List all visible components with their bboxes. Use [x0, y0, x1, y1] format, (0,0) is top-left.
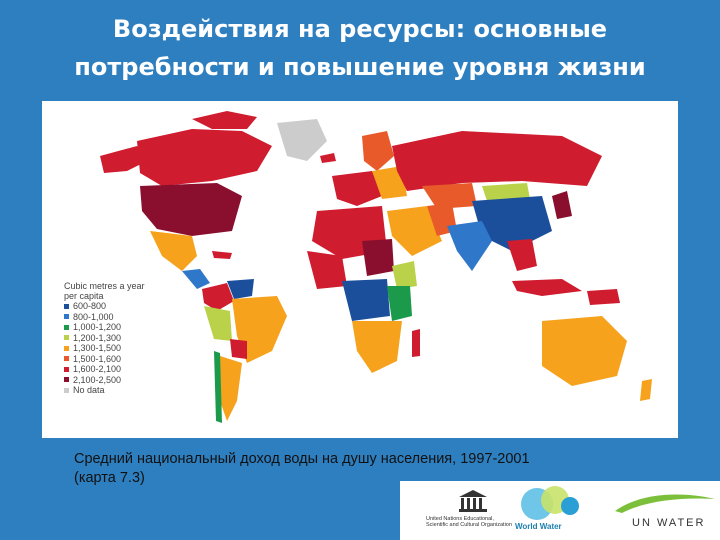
slide-title-line-2: потребности и повышение уровня жизни	[74, 53, 646, 81]
region-india	[447, 221, 492, 271]
region-mexico	[150, 231, 197, 271]
region-mongolia	[482, 183, 530, 201]
caption-line-2: (карта 7.3)	[74, 470, 145, 486]
map-legend: Cubic metres a year per capita 600-800 80…	[64, 281, 184, 396]
region-canada	[137, 129, 272, 186]
legend-label: 2,100-2,500	[73, 374, 122, 385]
legend-swatch	[64, 324, 69, 330]
region-australia	[542, 316, 627, 386]
region-scandinavia	[362, 131, 394, 171]
legend-swatch	[64, 377, 69, 383]
region-middle-east	[387, 206, 442, 256]
legend-swatch	[64, 366, 69, 372]
legend-swatch	[64, 303, 69, 309]
region-central-america	[182, 269, 210, 289]
legend-label: 1,600-2,100	[73, 364, 122, 374]
world-water-logo: World Water	[515, 484, 595, 538]
legend-label: 1,200-1,300	[73, 332, 122, 343]
region-china	[472, 196, 552, 251]
region-russia	[392, 131, 602, 191]
region-iceland	[320, 153, 336, 163]
legend-item: 800-1,000	[64, 312, 184, 323]
legend-swatch	[64, 335, 69, 341]
legend-label: 600-800	[73, 301, 107, 311]
legend-swatch	[64, 387, 69, 393]
region-canada-arctic	[192, 111, 257, 129]
unesco-temple-icon	[459, 490, 487, 512]
legend-item: 1,000-1,200	[64, 322, 184, 333]
region-colombia	[202, 283, 234, 311]
region-indonesia	[512, 279, 582, 296]
region-ethiopia	[392, 261, 417, 289]
legend-items: 600-800 800-1,000 1,000-1,200 1,200-1,300 1,…	[64, 301, 184, 396]
region-alaska	[100, 146, 147, 173]
region-west-africa	[307, 251, 347, 289]
region-chile	[214, 351, 222, 423]
legend-swatch	[64, 314, 69, 320]
region-caribbean	[212, 251, 232, 259]
unesco-line-2: Scientific and Cultural Organization	[426, 522, 512, 528]
legend-item: 1,500-1,600	[64, 354, 184, 365]
unesco-line-1: United Nations Educational,	[426, 516, 494, 522]
region-new-zealand	[640, 379, 652, 401]
un-water-logo: UN WATER	[610, 491, 720, 535]
caption-line-1: Средний национальный доход воды на душу …	[74, 451, 530, 467]
region-korea-japan	[552, 191, 572, 219]
unesco-logo: United Nations Educational, Scientific a…	[408, 487, 512, 537]
map-caption: Средний национальный доход воды на душу …	[74, 450, 674, 488]
legend-item: 1,200-1,300	[64, 333, 184, 344]
region-greenland	[277, 119, 327, 161]
legend-item: 1,300-1,500	[64, 343, 184, 354]
region-peru	[204, 306, 232, 341]
legend-label: 1,500-1,600	[73, 353, 122, 364]
un-water-swoosh-icon	[615, 494, 715, 513]
world-map	[100, 111, 652, 423]
region-bolivia	[230, 339, 247, 359]
slide-title: Воздействия на ресурсы: основные потребн…	[30, 10, 690, 86]
region-southern-africa	[352, 321, 402, 373]
un-water-label: UN WATER	[632, 517, 706, 529]
region-kazakhstan	[422, 183, 477, 209]
world-water-bubbles-icon	[521, 486, 579, 520]
legend-label: 800-1,000	[73, 311, 114, 322]
legend-swatch	[64, 356, 69, 362]
region-sudan	[362, 239, 394, 276]
region-usa	[140, 183, 242, 236]
region-eastern-europe	[372, 166, 407, 199]
legend-label: No data	[73, 385, 105, 395]
world-water-label: World Water	[515, 522, 562, 531]
legend-label: 1,000-1,200	[73, 322, 122, 332]
region-east-africa	[387, 286, 412, 321]
region-madagascar	[412, 329, 420, 357]
region-western-europe	[332, 171, 382, 206]
legend-label: 1,300-1,500	[73, 343, 122, 353]
legend-title-line-2: per capita	[64, 291, 104, 301]
legend-swatch	[64, 345, 69, 351]
legend-item: 2,100-2,500	[64, 375, 184, 386]
legend-item: No data	[64, 385, 184, 396]
unesco-text: United Nations Educational, Scientific a…	[426, 516, 526, 528]
region-southeast-asia	[507, 239, 537, 271]
region-venezuela	[227, 279, 254, 299]
legend-title-line-1: Cubic metres a year	[64, 281, 145, 291]
logo-strip: United Nations Educational, Scientific a…	[400, 481, 720, 540]
region-papua	[587, 289, 620, 305]
slide-title-line-1: Воздействия на ресурсы: основные	[112, 15, 608, 43]
region-argentina	[220, 356, 242, 421]
legend-item: 1,600-2,100	[64, 364, 184, 375]
world-map-panel: Cubic metres a year per capita 600-800 80…	[42, 101, 678, 438]
legend-item: 600-800	[64, 301, 184, 312]
region-central-africa	[342, 279, 390, 321]
